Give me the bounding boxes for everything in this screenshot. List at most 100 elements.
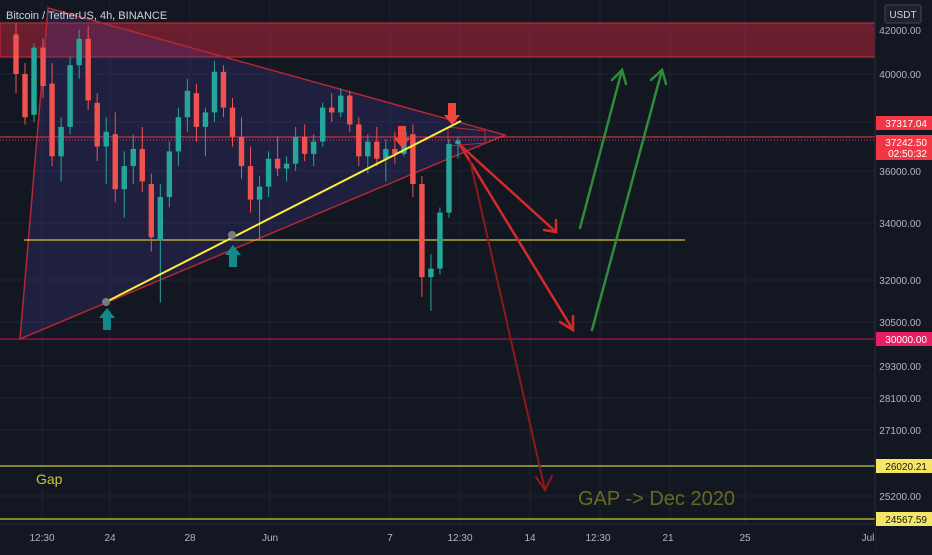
candle-body bbox=[329, 107, 335, 113]
candle-23[interactable] bbox=[220, 65, 227, 118]
candle-4[interactable] bbox=[49, 63, 55, 167]
price-label-1[interactable]: 37242.50 bbox=[876, 135, 932, 149]
candle-body bbox=[85, 38, 91, 101]
candle-48[interactable] bbox=[446, 139, 452, 218]
trendline-anchor-1[interactable] bbox=[102, 298, 110, 306]
candle-18[interactable] bbox=[175, 107, 182, 167]
candle-body bbox=[455, 140, 461, 145]
rising-trendline[interactable] bbox=[105, 120, 462, 303]
price-label-3[interactable]: 30000.00 bbox=[876, 332, 932, 346]
price-label-bg bbox=[876, 332, 932, 346]
candle-49[interactable] bbox=[455, 136, 461, 159]
candle-body bbox=[103, 131, 109, 147]
candle-body bbox=[121, 166, 127, 190]
candle-34[interactable] bbox=[319, 102, 326, 147]
candle-3[interactable] bbox=[40, 38, 46, 98]
x-tick-label-1: 24 bbox=[104, 533, 116, 544]
candle-9[interactable] bbox=[94, 93, 100, 162]
candle-6[interactable] bbox=[67, 56, 73, 135]
candle-5[interactable] bbox=[58, 117, 64, 182]
candle-46[interactable] bbox=[428, 254, 434, 311]
x-tick-label-3: Jun bbox=[262, 533, 278, 544]
candle-body bbox=[211, 71, 218, 113]
candle-body bbox=[419, 184, 425, 278]
candle-body bbox=[383, 148, 389, 159]
candle-11[interactable] bbox=[112, 112, 118, 203]
candle-body bbox=[356, 124, 362, 157]
candle-28[interactable] bbox=[265, 151, 272, 197]
candle-47[interactable] bbox=[437, 207, 443, 275]
candle-40[interactable] bbox=[374, 126, 380, 167]
candle-15[interactable] bbox=[148, 173, 155, 252]
candle-body bbox=[229, 107, 236, 137]
price-label-5[interactable]: 24567.59 bbox=[876, 512, 932, 526]
price-label-bg bbox=[876, 116, 932, 130]
candle-27[interactable] bbox=[256, 176, 263, 241]
candle-33[interactable] bbox=[310, 134, 317, 167]
candle-42[interactable] bbox=[392, 131, 398, 164]
triangle-pattern[interactable] bbox=[19, 7, 508, 341]
price-axis[interactable] bbox=[875, 0, 932, 550]
candle-17[interactable] bbox=[166, 141, 173, 208]
trendline-anchor-2[interactable] bbox=[228, 231, 236, 239]
resistance-zone[interactable] bbox=[0, 22, 876, 58]
candle-21[interactable] bbox=[202, 107, 209, 157]
candle-35[interactable] bbox=[329, 93, 335, 122]
candle-38[interactable] bbox=[356, 117, 362, 167]
price-label-text: 24567.59 bbox=[885, 515, 927, 526]
candle-7[interactable] bbox=[76, 30, 82, 79]
candle-16[interactable] bbox=[157, 184, 164, 303]
candle-body bbox=[67, 65, 73, 127]
price-label-bg bbox=[876, 459, 932, 473]
candle-39[interactable] bbox=[365, 134, 371, 174]
candle-body bbox=[428, 268, 434, 278]
candle-31[interactable] bbox=[292, 126, 299, 171]
candle-body bbox=[40, 47, 46, 86]
up-marker-2 bbox=[225, 245, 241, 267]
candle-body bbox=[13, 34, 19, 74]
candle-body bbox=[292, 136, 299, 164]
price-label-text: 37317.04 bbox=[885, 119, 927, 130]
candle-body bbox=[310, 141, 317, 154]
candle-2[interactable] bbox=[31, 43, 37, 122]
candle-37[interactable] bbox=[347, 90, 353, 132]
candle-8[interactable] bbox=[85, 25, 91, 110]
candle-10[interactable] bbox=[103, 117, 109, 184]
red-arrow-short bbox=[458, 143, 558, 234]
candle-body bbox=[301, 136, 308, 154]
price-label-bg bbox=[876, 146, 932, 160]
candle-13[interactable] bbox=[130, 134, 136, 184]
gap-note: GAP -> Dec 2020 bbox=[578, 488, 735, 510]
currency-box[interactable]: USDT bbox=[884, 4, 922, 24]
dark-red-arrow-long bbox=[469, 159, 553, 492]
candle-22[interactable] bbox=[211, 60, 218, 122]
x-tick-label-8: 21 bbox=[662, 533, 674, 544]
candle-0[interactable] bbox=[13, 23, 19, 94]
candle-32[interactable] bbox=[301, 124, 308, 162]
price-label-2[interactable]: 02:50:32 bbox=[876, 146, 932, 160]
candle-26[interactable] bbox=[247, 146, 254, 213]
candle-20[interactable] bbox=[193, 83, 200, 142]
price-label-0[interactable]: 37317.04 bbox=[876, 116, 932, 130]
x-tick-label-4: 7 bbox=[387, 533, 393, 544]
y-tick-label-3: 36000.00 bbox=[879, 167, 921, 178]
candle-body bbox=[238, 136, 245, 167]
candle-30[interactable] bbox=[283, 156, 290, 182]
candle-12[interactable] bbox=[121, 151, 127, 218]
candle-36[interactable] bbox=[338, 88, 344, 118]
y-tick-label-8: 28100.00 bbox=[879, 394, 921, 405]
candle-body bbox=[365, 141, 371, 157]
price-label-4[interactable]: 26020.21 bbox=[876, 459, 932, 473]
candle-1[interactable] bbox=[22, 63, 28, 125]
candle-25[interactable] bbox=[238, 117, 245, 179]
candle-45[interactable] bbox=[419, 176, 425, 297]
candle-body bbox=[220, 71, 227, 108]
candle-14[interactable] bbox=[139, 126, 145, 192]
candle-29[interactable] bbox=[274, 136, 281, 177]
time-axis[interactable] bbox=[0, 524, 875, 550]
candle-44[interactable] bbox=[410, 124, 416, 197]
candle-24[interactable] bbox=[229, 98, 236, 147]
candle-19[interactable] bbox=[184, 78, 191, 132]
